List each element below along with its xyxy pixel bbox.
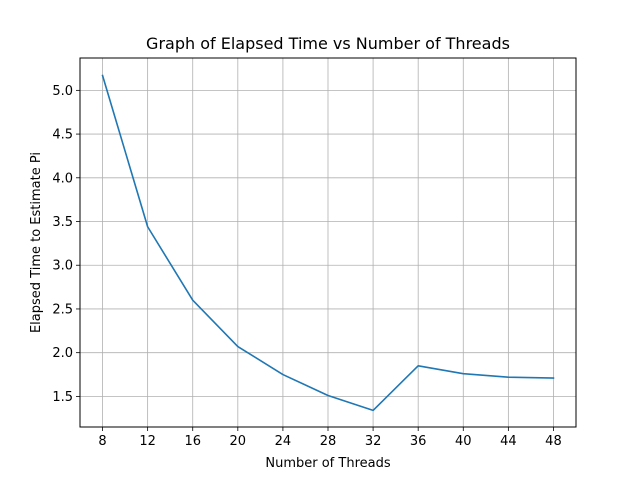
x-tick-label: 44 <box>500 434 517 449</box>
y-tick-label: 2.5 <box>52 302 73 317</box>
y-axis: 1.5 2.0 2.5 3.0 3.5 4.0 4.5 5.0 <box>52 84 80 405</box>
x-tick-label: 40 <box>455 434 472 449</box>
x-tick-label: 12 <box>139 434 156 449</box>
y-tick-label: 3.5 <box>52 215 73 230</box>
y-tick-label: 3.0 <box>52 259 73 274</box>
y-axis-label: Elapsed Time to Estimate Pi <box>29 152 44 333</box>
x-tick-label: 36 <box>410 434 427 449</box>
y-tick-label: 2.0 <box>52 346 73 361</box>
x-tick-label: 48 <box>545 434 562 449</box>
x-tick-label: 20 <box>230 434 247 449</box>
chart-title: Graph of Elapsed Time vs Number of Threa… <box>146 34 510 53</box>
x-tick-label: 8 <box>98 434 106 449</box>
grid <box>80 58 576 427</box>
y-tick-label: 4.0 <box>52 171 73 186</box>
x-tick-label: 16 <box>184 434 201 449</box>
y-tick-label: 5.0 <box>52 84 73 99</box>
series-layer <box>101 74 555 412</box>
y-tick-label: 1.5 <box>52 390 73 405</box>
x-tick-label: 28 <box>320 434 337 449</box>
x-tick-label: 24 <box>275 434 292 449</box>
series-line <box>101 74 555 412</box>
x-axis-label: Number of Threads <box>265 456 390 471</box>
x-tick-label: 32 <box>365 434 382 449</box>
x-axis: 8 12 16 20 24 28 32 36 40 44 48 <box>98 427 562 449</box>
y-tick-label: 4.5 <box>52 128 73 143</box>
